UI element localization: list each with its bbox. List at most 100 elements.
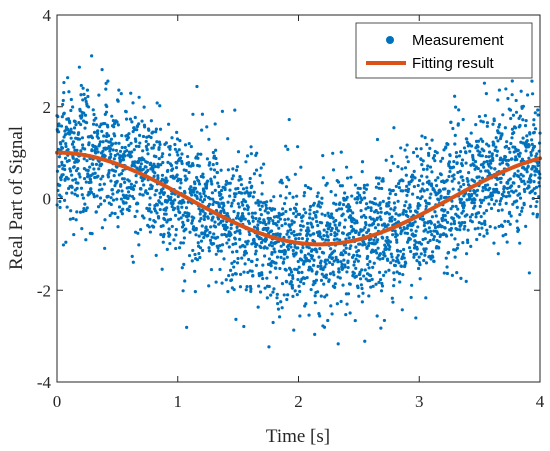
measurement-point: [390, 215, 394, 219]
measurement-point: [415, 210, 419, 214]
measurement-point: [451, 187, 455, 191]
measurement-point: [77, 172, 81, 176]
measurement-point: [404, 173, 408, 177]
measurement-point: [323, 213, 327, 217]
measurement-point: [326, 318, 330, 323]
measurement-point: [207, 249, 211, 253]
measurement-point: [180, 266, 184, 270]
measurement-point: [273, 250, 277, 254]
measurement-point: [77, 137, 82, 141]
measurement-point: [290, 231, 294, 235]
measurement-point: [429, 229, 433, 234]
measurement-point: [261, 276, 265, 281]
measurement-point: [115, 197, 119, 201]
measurement-point: [176, 207, 180, 211]
measurement-point: [292, 328, 296, 332]
measurement-point: [106, 125, 110, 129]
measurement-point: [62, 164, 67, 168]
measurement-point: [361, 243, 365, 247]
measurement-point: [252, 239, 256, 243]
measurement-point: [157, 156, 161, 161]
measurement-point: [142, 216, 146, 220]
measurement-point: [469, 131, 473, 135]
measurement-point: [236, 150, 241, 154]
measurement-point: [389, 207, 393, 211]
measurement-point: [428, 238, 432, 243]
measurement-point: [232, 265, 236, 269]
measurement-point: [226, 168, 230, 172]
measurement-point: [285, 175, 289, 179]
measurement-point: [321, 154, 325, 158]
measurement-point: [392, 271, 396, 275]
measurement-point: [90, 148, 94, 152]
measurement-point: [280, 282, 285, 286]
measurement-point: [158, 195, 162, 199]
measurement-point: [272, 195, 276, 199]
measurement-point: [158, 142, 162, 147]
measurement-point: [202, 235, 206, 240]
measurement-point: [519, 172, 523, 176]
measurement-point: [466, 228, 470, 232]
measurement-point: [381, 256, 385, 261]
measurement-point: [439, 173, 443, 177]
measurement-point: [267, 243, 272, 247]
measurement-point: [310, 269, 314, 273]
measurement-point: [387, 196, 391, 200]
measurement-point: [352, 260, 357, 264]
measurement-point: [386, 258, 390, 263]
measurement-point: [513, 172, 517, 176]
measurement-point: [67, 158, 71, 163]
measurement-point: [234, 272, 238, 276]
measurement-point: [510, 127, 515, 131]
measurement-point: [491, 122, 495, 126]
measurement-point: [428, 165, 433, 169]
measurement-point: [218, 267, 222, 272]
measurement-point: [401, 272, 405, 277]
measurement-point: [415, 154, 420, 158]
measurement-point: [57, 130, 61, 134]
measurement-point: [207, 246, 211, 250]
measurement-point: [81, 98, 85, 102]
measurement-point: [359, 283, 363, 287]
measurement-point: [469, 244, 473, 248]
measurement-point: [159, 232, 163, 237]
measurement-point: [442, 271, 446, 275]
measurement-point: [483, 222, 487, 227]
measurement-point: [392, 208, 396, 212]
measurement-point: [211, 241, 216, 246]
measurement-point: [189, 144, 193, 149]
measurement-point: [473, 204, 477, 208]
measurement-point: [137, 95, 141, 99]
measurement-point: [441, 216, 445, 220]
measurement-point: [254, 201, 258, 205]
measurement-point: [101, 140, 105, 144]
measurement-point: [224, 278, 228, 282]
measurement-point: [422, 223, 426, 228]
fitting-result-line: [55, 150, 542, 247]
measurement-point: [295, 293, 299, 297]
measurement-point: [365, 183, 369, 187]
measurement-point: [262, 162, 266, 166]
measurement-point: [256, 305, 260, 309]
measurement-point: [248, 180, 252, 184]
measurement-point: [524, 224, 528, 228]
measurement-point: [331, 168, 336, 172]
measurement-point: [536, 108, 540, 112]
measurement-point: [121, 193, 125, 197]
measurement-point: [346, 265, 350, 270]
measurement-point: [142, 105, 146, 109]
measurement-point: [291, 248, 295, 253]
measurement-point: [213, 122, 217, 126]
measurement-point: [73, 120, 77, 124]
measurement-point: [297, 265, 301, 269]
measurement-point: [260, 204, 264, 208]
measurement-point: [82, 176, 87, 181]
measurement-point: [228, 181, 232, 185]
measurement-point: [126, 196, 130, 201]
measurement-point: [229, 204, 234, 208]
measurement-point: [226, 289, 230, 294]
measurement-point: [134, 144, 138, 148]
measurement-point: [126, 190, 131, 194]
measurement-point: [433, 223, 437, 227]
measurement-point: [60, 115, 64, 119]
